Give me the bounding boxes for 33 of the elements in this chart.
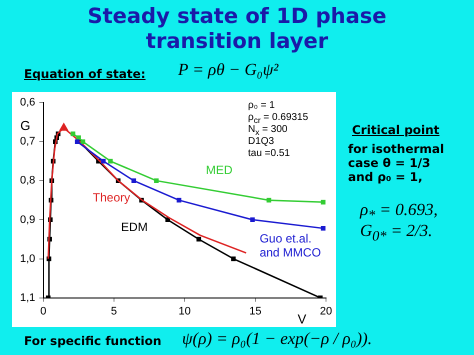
text: case θ = 1/3 — [348, 156, 430, 170]
y-tick-label: 0,8 — [20, 174, 36, 187]
y-axis-title: G — [20, 118, 30, 134]
series-label: Guo et.al. and MMCO — [260, 232, 321, 260]
x-tick-label: 15 — [249, 305, 262, 318]
annotation: N$_{x}$ = 300 — [248, 124, 288, 137]
text: for isothermal — [348, 142, 444, 156]
series-label: Theory — [92, 190, 130, 205]
text: P = ρθ − G₀ψ² — [178, 60, 278, 80]
x-tick-label: 20 — [320, 305, 332, 318]
y-tick-label: 0,9 — [20, 214, 36, 226]
annotation: ρ₀ = 1 — [248, 100, 275, 111]
text: ψ(ρ) = ρ₀(1 − exp(−ρ / ρ₀)). — [182, 329, 372, 349]
text: Critical point — [352, 123, 440, 137]
chart-title: Steady state of 1D phase transition layer — [86, 4, 388, 54]
annotation: D1Q3 — [248, 136, 274, 147]
text: G$_{0*}$ = 2/3. — [360, 221, 432, 246]
text: and ρ₀ = 1, — [348, 170, 423, 184]
series-label: MED — [206, 163, 233, 178]
text: For specific function — [24, 334, 162, 348]
x-tick-label: 0 — [40, 305, 46, 318]
y-tick-label: 1,1 — [20, 292, 36, 304]
series-label: EDM — [121, 220, 148, 234]
y-tick-label: 0,6 — [20, 96, 36, 109]
text: ρ$_{*}$ = 0.693, — [360, 200, 438, 224]
y-tick-label: 0,7 — [20, 136, 36, 148]
y-tick-label: 1,0 — [20, 252, 36, 265]
x-axis-title: V — [298, 311, 307, 326]
annotation: ρ$_{cr}$ = 0.69315 — [248, 112, 308, 125]
text: Equation of state: — [24, 67, 146, 81]
annotation: tau =0.51 — [248, 148, 290, 159]
x-tick-label: 10 — [178, 305, 191, 318]
x-tick-label: 5 — [110, 305, 118, 318]
